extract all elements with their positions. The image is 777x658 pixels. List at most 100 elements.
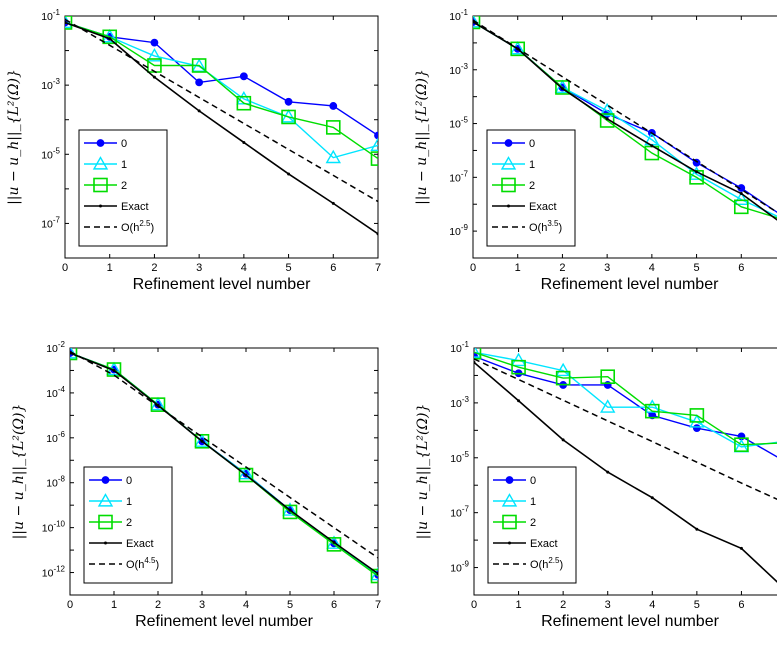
x-tick-label: 7 — [375, 599, 381, 611]
data-point — [152, 75, 156, 79]
legend-label: Exact — [121, 201, 149, 213]
y-tick-label: 10-7 — [449, 169, 468, 184]
legend-label: 0 — [530, 475, 536, 487]
data-point — [325, 149, 341, 164]
data-point — [474, 360, 476, 364]
series-line-1 — [65, 21, 378, 159]
data-point — [242, 140, 246, 144]
data-point — [599, 102, 615, 117]
x-tick-label: 5 — [287, 599, 293, 611]
x-tick-label: 4 — [243, 599, 249, 611]
x-tick-label: 2 — [559, 262, 565, 274]
y-tick-label: 10-9 — [450, 560, 469, 575]
y-tick-label: 10-3 — [41, 77, 60, 92]
data-point — [194, 433, 210, 447]
series-line-rate — [473, 19, 777, 214]
legend-label: Exact — [529, 201, 557, 213]
data-point — [510, 41, 526, 57]
data-point — [281, 109, 296, 125]
legend: 0 1 2 Exact O(h3.5) — [486, 129, 576, 247]
series-line-Exact — [474, 361, 777, 583]
legend-label: 0 — [126, 475, 132, 487]
data-point — [511, 359, 526, 375]
y-tick-label: 10-7 — [41, 215, 60, 230]
legend-marker — [507, 204, 510, 208]
legend-label: 0 — [529, 138, 535, 150]
data-point — [326, 537, 342, 552]
x-tick-label: 4 — [649, 262, 655, 274]
data-point — [65, 20, 67, 24]
x-tick-label: 1 — [107, 262, 113, 274]
data-point — [473, 16, 481, 30]
x-tick-label: 1 — [515, 262, 521, 274]
data-point — [733, 199, 749, 215]
data-point — [733, 191, 749, 206]
legend-label: O(h3.5) — [529, 219, 562, 234]
legend-marker — [501, 177, 516, 193]
data-point — [239, 72, 248, 81]
series-group — [65, 16, 378, 236]
legend-marker — [500, 156, 517, 170]
legend-label: 2 — [530, 517, 536, 529]
y-axis-label: ||u − u_h||_{L²(Ω)} — [415, 404, 431, 540]
x-tick-label: 6 — [738, 262, 744, 274]
legend-marker — [104, 541, 107, 545]
data-point — [695, 527, 699, 531]
legend-marker — [101, 476, 110, 484]
legend-label: Exact — [530, 538, 558, 550]
data-point — [510, 40, 526, 55]
data-point — [695, 170, 699, 174]
x-tick-label: 0 — [67, 599, 73, 611]
legend-label: 1 — [529, 159, 535, 171]
x-tick-label: 3 — [604, 262, 610, 274]
series-line-Exact — [473, 21, 777, 221]
y-tick-label: 10-1 — [449, 8, 468, 23]
data-point — [644, 399, 660, 413]
series-line-2 — [65, 21, 378, 160]
data-point — [561, 438, 565, 442]
x-tick-label: 0 — [471, 599, 477, 611]
data-point — [374, 131, 378, 140]
data-point — [238, 467, 254, 483]
x-tick-label: 4 — [241, 262, 247, 274]
data-point — [739, 546, 743, 550]
series-line-Exact — [65, 21, 378, 235]
data-point — [606, 470, 610, 474]
x-tick-label: 6 — [738, 599, 744, 611]
data-point — [112, 368, 116, 372]
x-tick-label: 2 — [151, 262, 157, 274]
y-tick-label: 10-5 — [41, 146, 60, 161]
x-axis-label: Refinement level number — [541, 613, 720, 630]
chart-panel-1: 0 1 2 3 4 5 6 7 10-7 10-5 10-3 10-1 Refinement level… — [6, 8, 381, 293]
y-tick-label: 10-1 — [41, 8, 60, 23]
legend-label: Exact — [126, 538, 154, 550]
data-point — [605, 117, 609, 121]
series-line-2 — [474, 351, 777, 446]
data-point — [474, 348, 482, 358]
x-tick-label: 6 — [330, 262, 336, 274]
data-point — [150, 396, 166, 411]
series-line-0 — [65, 21, 378, 137]
legend-label: 0 — [121, 138, 127, 150]
data-point — [473, 16, 481, 28]
series-line-0 — [474, 355, 777, 458]
data-point — [287, 172, 291, 176]
legend-label: 1 — [126, 496, 132, 508]
data-point — [195, 78, 204, 87]
series-line-rate — [70, 350, 378, 559]
series-group — [473, 16, 777, 221]
x-tick-label: 5 — [286, 262, 292, 274]
data-point — [200, 439, 204, 443]
legend-label: O(h2.5) — [530, 556, 563, 571]
y-tick-label: 10-5 — [450, 450, 469, 465]
series-group — [70, 348, 378, 584]
data-point — [555, 370, 571, 386]
data-point — [739, 192, 743, 196]
y-tick-label: 10-7 — [450, 505, 469, 520]
data-point — [244, 473, 248, 477]
data-point — [650, 144, 654, 148]
data-point — [474, 348, 482, 360]
data-point — [331, 201, 335, 205]
